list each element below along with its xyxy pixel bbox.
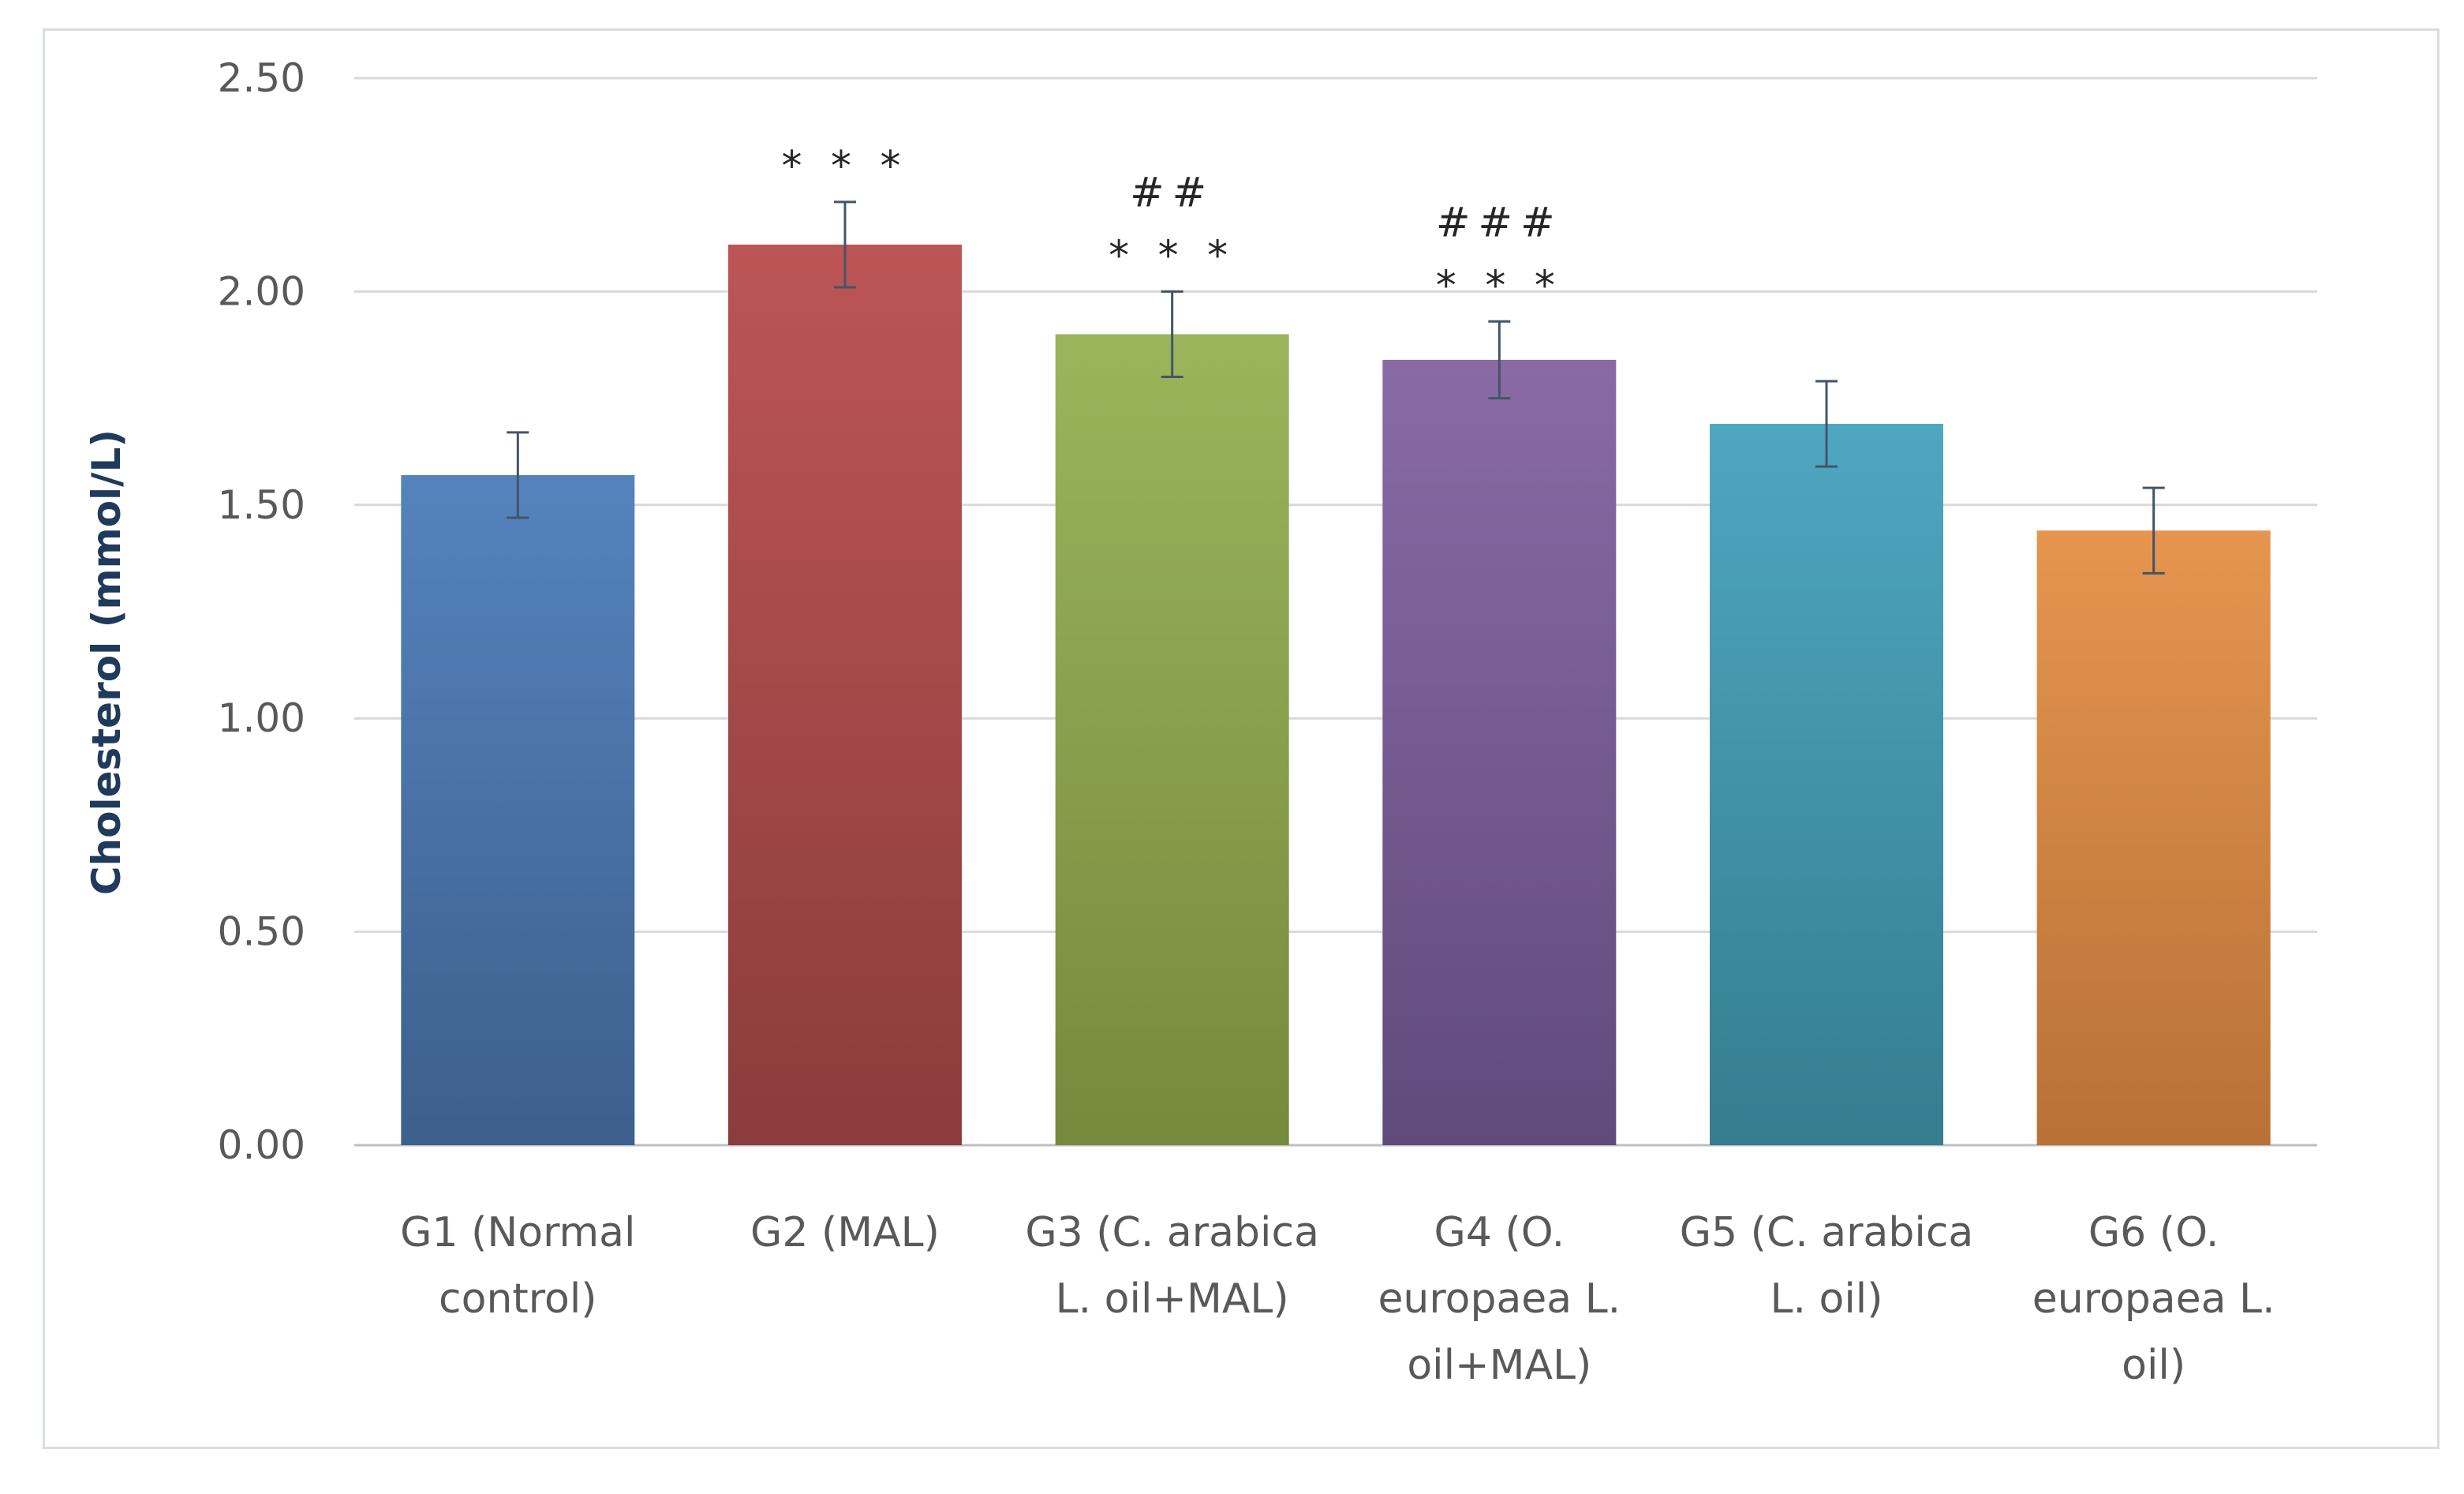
x-category-label: L. oil+MAL) (1056, 1275, 1289, 1323)
y-tick-label: 1.00 (218, 695, 305, 741)
chart-frame: 0.00 0.50 1.00 1.50 2.00 2.50 * * * ## * * * ###… (43, 28, 2440, 1449)
y-tick-label: 0.00 (218, 1122, 305, 1168)
bar (1710, 424, 1943, 1145)
significance-label: * * * (1436, 262, 1563, 309)
x-category-label: G6 (O. (2088, 1209, 2219, 1256)
x-category-label: control) (439, 1275, 597, 1323)
y-tick-label: 2.50 (218, 55, 305, 101)
x-category-label: G4 (O. (1434, 1209, 1565, 1256)
y-tick-label: 1.50 (218, 482, 305, 528)
significance-label: ## (1130, 169, 1214, 216)
x-category-label: L. oil) (1770, 1275, 1883, 1323)
error-bars (507, 200, 2165, 575)
error-bar (1488, 320, 1511, 400)
x-category-label: G5 (C. arabica (1680, 1209, 1974, 1256)
error-bar (507, 431, 529, 519)
x-category-label: oil+MAL) (1407, 1342, 1591, 1389)
x-category-label: G2 (MAL) (750, 1209, 940, 1256)
x-category-label: europaea L. (1378, 1275, 1621, 1323)
y-axis-ticks: 0.00 0.50 1.00 1.50 2.00 2.50 (218, 55, 305, 1168)
significance-label: * * * (781, 143, 908, 190)
bar (2036, 530, 2271, 1145)
bar (1055, 334, 1289, 1146)
x-category-label: oil) (2122, 1342, 2185, 1389)
significance-label: * * * (1109, 232, 1236, 279)
significance-label: ### (1436, 199, 1563, 246)
x-category-label: G1 (Normal (400, 1209, 635, 1256)
error-bar (834, 200, 856, 289)
error-bar (1161, 290, 1183, 379)
bar (1382, 359, 1617, 1146)
error-bar (2142, 486, 2165, 575)
significance-markers: * * * ## * * * ### * * * (781, 143, 1563, 309)
x-axis-categories: G1 (Normal control) G2 (MAL) G3 (C. arabica… (400, 1209, 2275, 1389)
bar (401, 474, 635, 1145)
y-tick-label: 0.50 (218, 909, 305, 955)
x-category-label: G3 (C. arabica (1025, 1209, 1319, 1256)
bar (728, 244, 962, 1145)
bars (401, 244, 2271, 1146)
error-bar (1815, 380, 1838, 468)
y-axis-title: Cholesterol (mmol/L) (84, 429, 129, 895)
y-tick-label: 2.00 (218, 268, 305, 314)
x-category-label: europaea L. (2032, 1275, 2275, 1323)
bar-chart: 0.00 0.50 1.00 1.50 2.00 2.50 * * * ## * * * ###… (84, 55, 2317, 1389)
gridlines (354, 77, 2317, 1147)
